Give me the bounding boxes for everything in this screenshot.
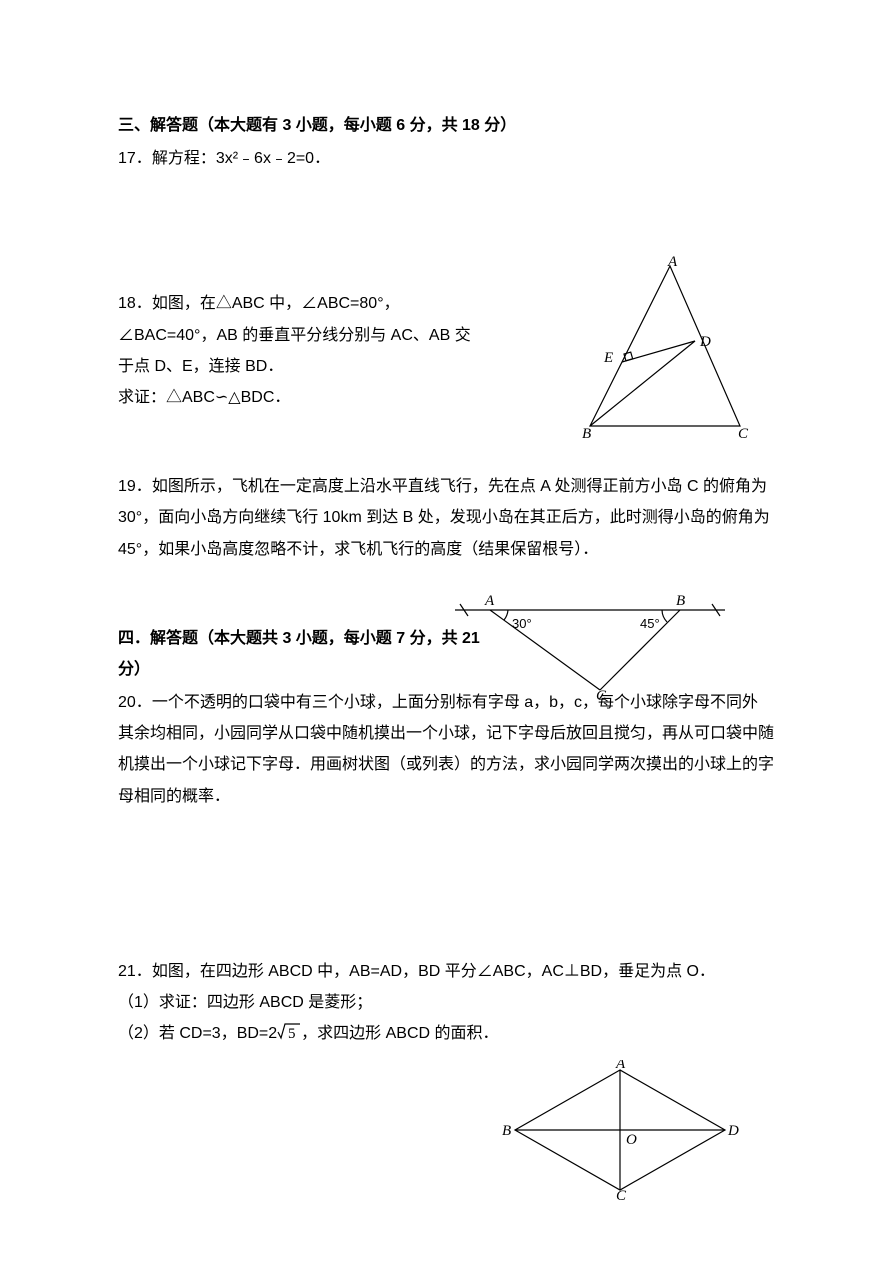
fig18-D: D bbox=[699, 334, 711, 350]
q21-text1: 如图，在四边形 ABCD 中，AB=AD，BD 平分∠ABC，AC⊥BD，垂足为… bbox=[152, 963, 715, 980]
fig19-A: A bbox=[484, 593, 495, 609]
q18-label: 18． bbox=[118, 295, 152, 312]
fig21-C: C bbox=[616, 1188, 627, 1200]
q18-line1: 18．如图，在△ABC 中，∠ABC=80°，∠BAC=40°，AB 的垂直平分… bbox=[118, 288, 478, 382]
fig18-A: A bbox=[667, 256, 678, 270]
q19-text: 如图所示，飞机在一定高度上沿水平直线飞行，先在点 A 处测得正前方小岛 C 的俯… bbox=[118, 478, 770, 557]
angle-figure-19: A B C 30° 45° bbox=[450, 590, 730, 700]
q21-part1: （1）求证：四边形 ABCD 是菱形； bbox=[118, 987, 774, 1018]
fig19-30: 30° bbox=[512, 616, 532, 631]
fig21-B: B bbox=[502, 1123, 511, 1139]
rhombus-figure-21: A B C D O bbox=[500, 1060, 740, 1200]
q20-text: 一个不透明的口袋中有三个小球，上面分别标有字母 a，b，c，每个小球除字母不同外… bbox=[118, 694, 774, 805]
q20-label: 20． bbox=[118, 694, 152, 711]
section3-heading: 三、解答题（本大题有 3 小题，每小题 6 分，共 18 分） bbox=[118, 110, 774, 141]
q17-label: 17． bbox=[118, 150, 152, 167]
fig18-C: C bbox=[738, 426, 749, 442]
triangle-figure-18: A B C D E bbox=[560, 256, 760, 446]
fig18-B: B bbox=[582, 426, 591, 442]
fig19-B: B bbox=[676, 593, 685, 609]
q18-line2: 求证：△ABC∽△BDC． bbox=[118, 382, 478, 413]
svg-text:5: 5 bbox=[288, 1026, 296, 1042]
q21-line1: 21．如图，在四边形 ABCD 中，AB=AD，BD 平分∠ABC，AC⊥BD，… bbox=[118, 956, 774, 987]
fig21-D: D bbox=[727, 1123, 739, 1139]
q18-text1: 如图，在△ABC 中，∠ABC=80°，∠BAC=40°，AB 的垂直平分线分别… bbox=[118, 295, 471, 374]
q21: 21．如图，在四边形 ABCD 中，AB=AD，BD 平分∠ABC，AC⊥BD，… bbox=[118, 956, 774, 1050]
fig18-E: E bbox=[603, 350, 613, 366]
q20: 20．一个不透明的口袋中有三个小球，上面分别标有字母 a，b，c，每个小球除字母… bbox=[118, 687, 774, 812]
q17: 17．解方程：3x²﹣6x﹣2=0． bbox=[118, 143, 774, 174]
sqrt-5: 5 bbox=[277, 1018, 301, 1049]
q21-part2a: （2）若 CD=3，BD=2 bbox=[118, 1025, 277, 1042]
q21-label: 21． bbox=[118, 963, 152, 980]
fig21-O: O bbox=[626, 1132, 637, 1148]
q17-text: 解方程：3x²﹣6x﹣2=0． bbox=[152, 150, 330, 167]
section4-heading: 四．解答题（本大题共 3 小题，每小题 7 分，共 21 分） bbox=[118, 623, 488, 685]
q21-part2b: ，求四边形 ABCD 的面积． bbox=[301, 1025, 498, 1042]
fig21-A: A bbox=[615, 1060, 626, 1072]
fig19-45: 45° bbox=[640, 616, 660, 631]
q21-part2: （2）若 CD=3，BD=2 5 ，求四边形 ABCD 的面积． bbox=[118, 1018, 774, 1049]
fig19-C: C bbox=[596, 688, 607, 700]
q19: 19．如图所示，飞机在一定高度上沿水平直线飞行，先在点 A 处测得正前方小岛 C… bbox=[118, 471, 774, 565]
q19-label: 19． bbox=[118, 478, 152, 495]
